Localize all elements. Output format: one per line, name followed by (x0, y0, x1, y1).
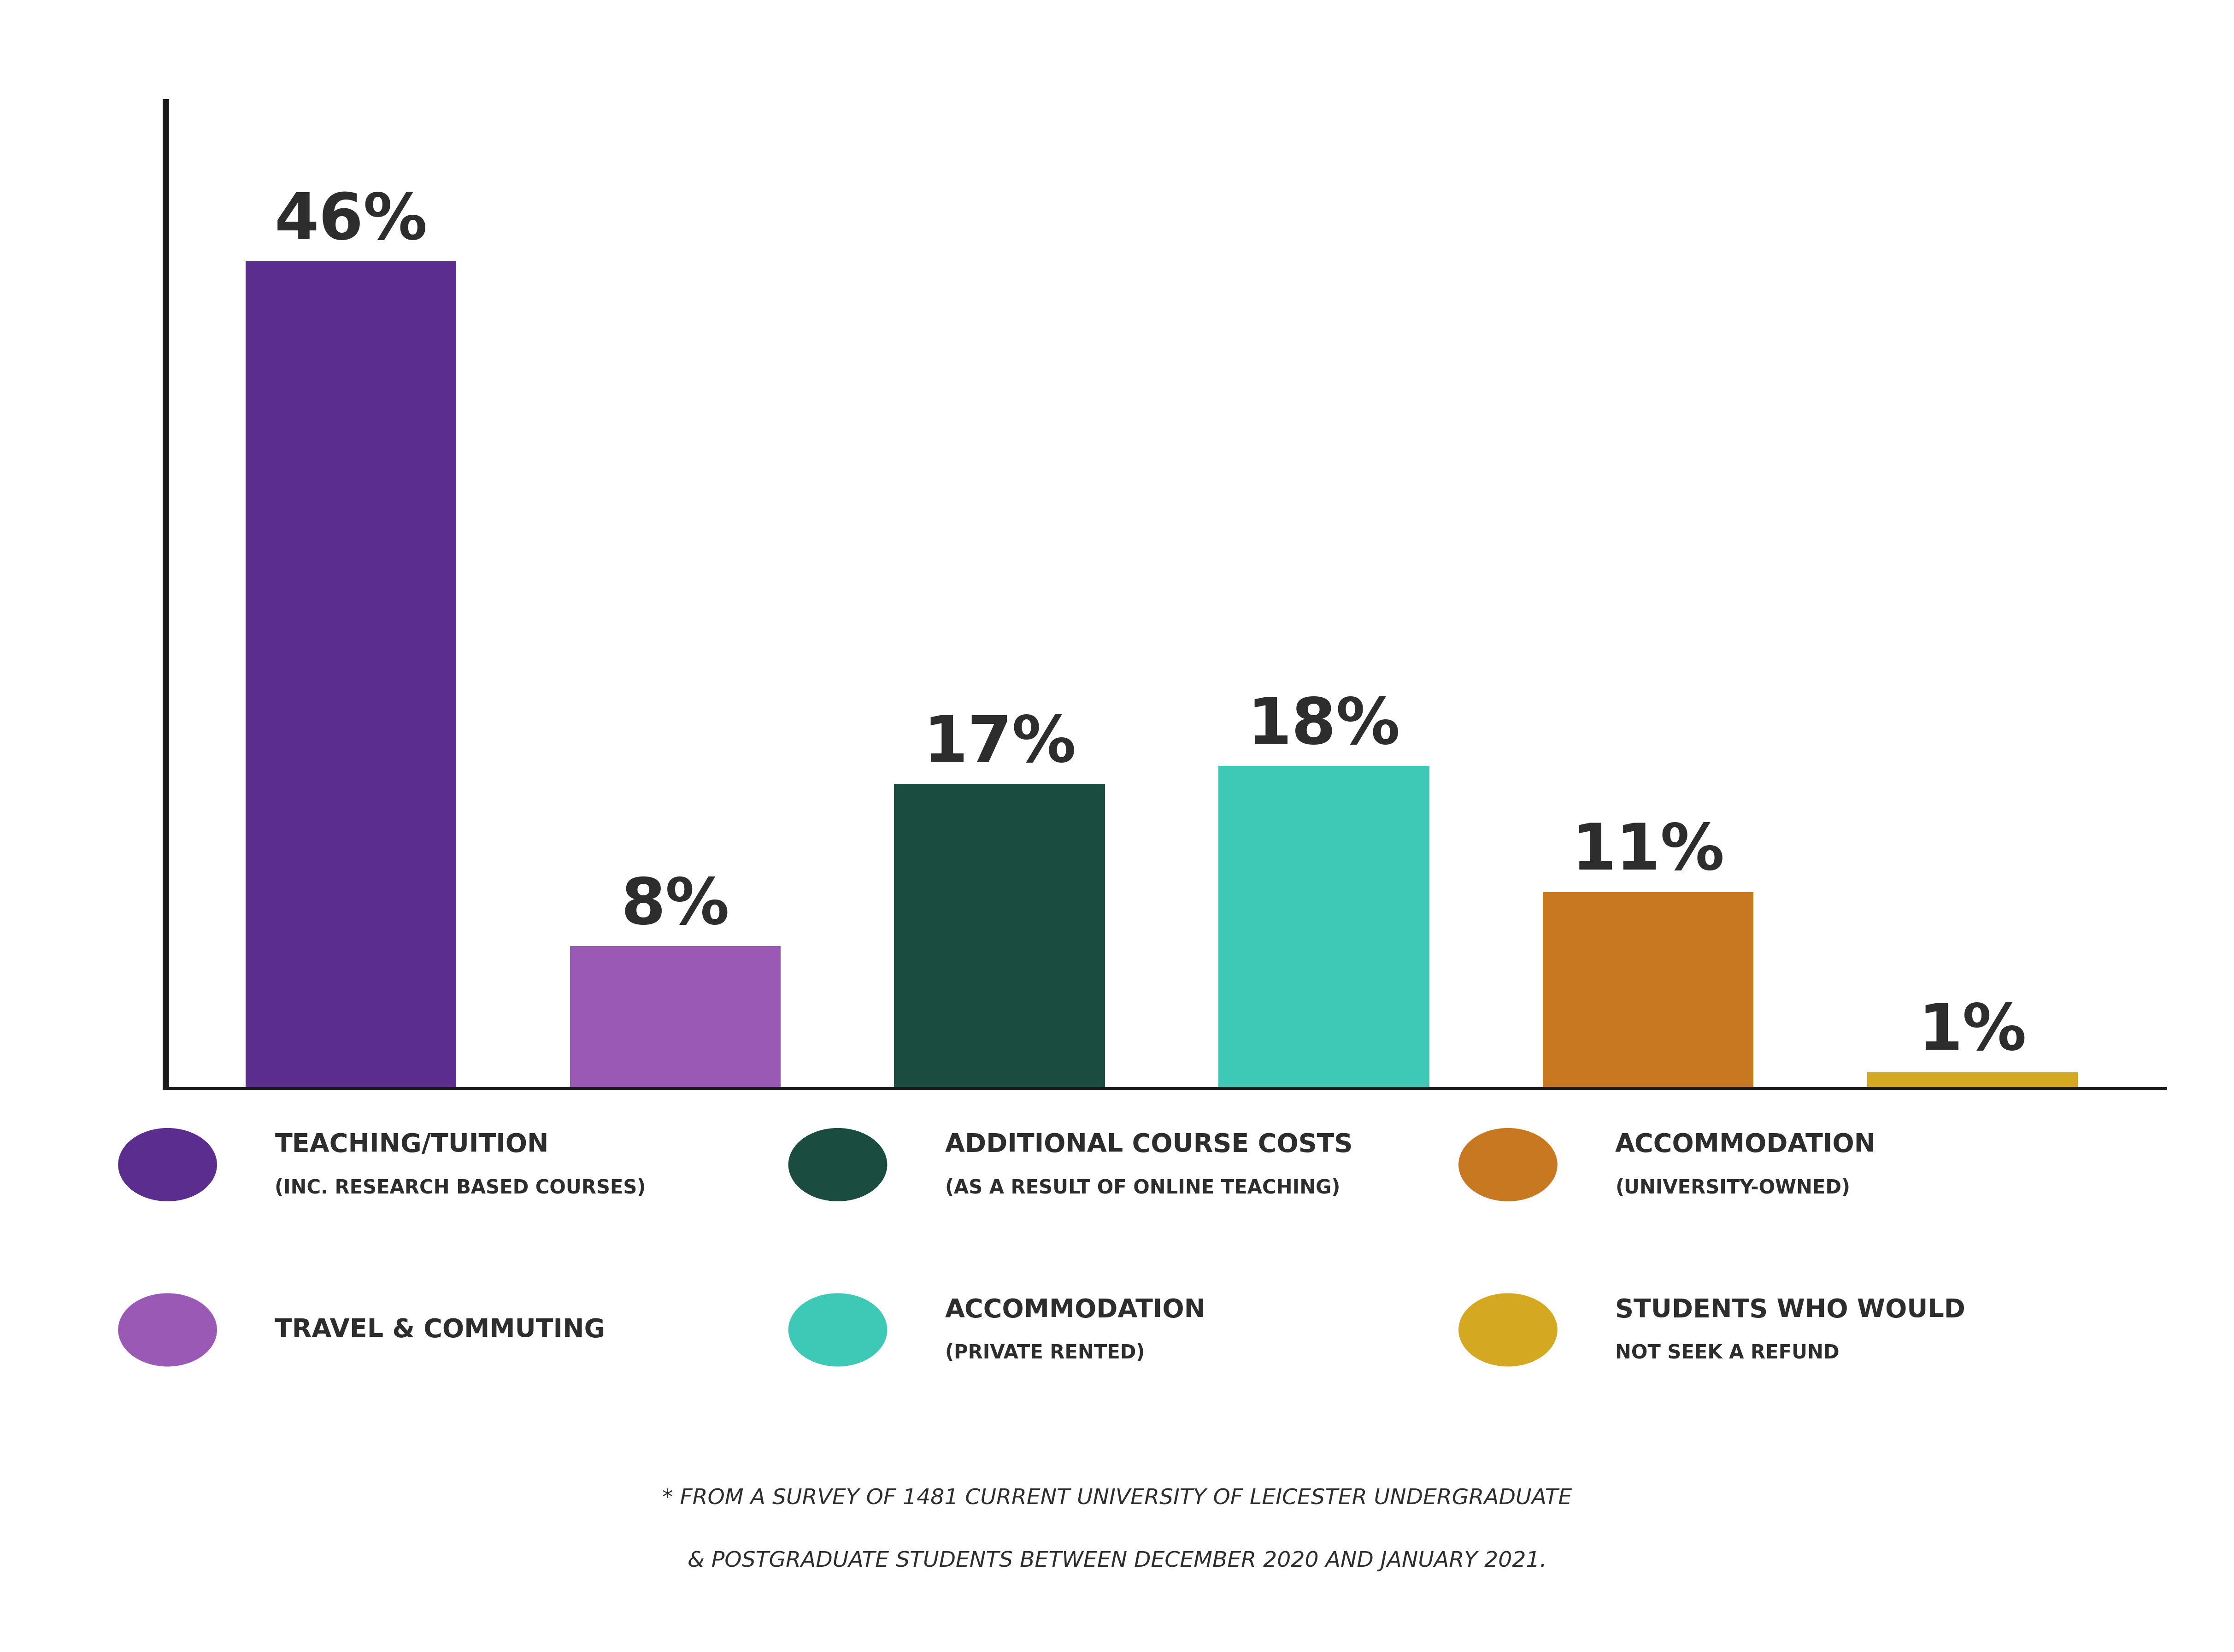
Text: TEACHING/TUITION: TEACHING/TUITION (275, 1132, 550, 1158)
Text: NOT SEEK A REFUND: NOT SEEK A REFUND (1615, 1343, 1839, 1363)
Text: (PRIVATE RENTED): (PRIVATE RENTED) (945, 1343, 1144, 1363)
Text: ACCOMMODATION: ACCOMMODATION (945, 1297, 1206, 1323)
Text: (UNIVERSITY-OWNED): (UNIVERSITY-OWNED) (1615, 1178, 1850, 1198)
Text: 17%: 17% (923, 712, 1077, 775)
Text: ACCOMMODATION: ACCOMMODATION (1615, 1132, 1877, 1158)
Text: 46%: 46% (275, 190, 427, 253)
Text: 18%: 18% (1247, 695, 1401, 757)
Text: 8%: 8% (621, 876, 731, 937)
Text: (INC. RESEARCH BASED COURSES): (INC. RESEARCH BASED COURSES) (275, 1178, 646, 1198)
Text: * FROM A SURVEY OF 1481 CURRENT UNIVERSITY OF LEICESTER UNDERGRADUATE: * FROM A SURVEY OF 1481 CURRENT UNIVERSI… (661, 1488, 1573, 1508)
Bar (1544, 892, 1754, 1090)
Text: 11%: 11% (1571, 821, 1725, 884)
Text: ADDITIONAL COURSE COSTS: ADDITIONAL COURSE COSTS (945, 1132, 1352, 1158)
Bar (894, 785, 1106, 1090)
Text: 1%: 1% (1919, 1001, 2026, 1064)
Text: TRAVEL & COMMUTING: TRAVEL & COMMUTING (275, 1317, 605, 1343)
Bar (570, 947, 780, 1090)
Text: & POSTGRADUATE STUDENTS BETWEEN DECEMBER 2020 AND JANUARY 2021.: & POSTGRADUATE STUDENTS BETWEEN DECEMBER… (688, 1551, 1546, 1571)
Bar (1218, 767, 1430, 1090)
Bar (1868, 1072, 2078, 1090)
Text: (AS A RESULT OF ONLINE TEACHING): (AS A RESULT OF ONLINE TEACHING) (945, 1178, 1340, 1198)
Text: STUDENTS WHO WOULD: STUDENTS WHO WOULD (1615, 1297, 1966, 1323)
Bar (246, 261, 456, 1090)
